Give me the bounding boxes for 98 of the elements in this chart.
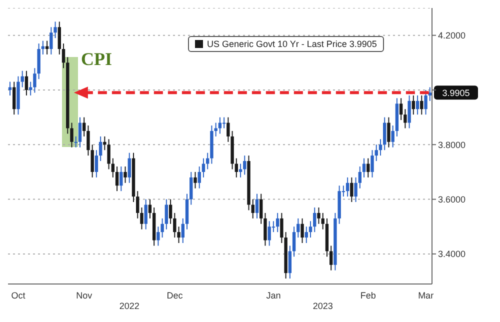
candlestick: [177, 226, 180, 244]
candlestick: [202, 158, 206, 178]
ref-line-label: 3.9905: [442, 88, 470, 98]
candlestick: [374, 144, 378, 162]
candlestick: [280, 212, 284, 244]
candlestick: [90, 144, 94, 178]
candlestick: [136, 190, 140, 219]
candlestick: [354, 176, 358, 203]
candlestick: [194, 171, 197, 189]
candlestick: [288, 245, 292, 280]
candlestick: [251, 198, 254, 219]
candlestick: [24, 70, 28, 96]
candlestick: [358, 166, 362, 189]
candlestick: [264, 212, 267, 246]
candlestick: [168, 198, 172, 224]
candlestick: [107, 138, 110, 170]
candlestick: [308, 220, 312, 238]
x-tick-label: Mar: [418, 290, 434, 300]
x-tick-label: Dec: [166, 290, 184, 300]
candlestick: [62, 43, 66, 69]
candlestick: [276, 212, 280, 233]
candlestick: [366, 158, 370, 178]
candlestick: [255, 193, 259, 219]
x-tick-label: Feb: [360, 290, 376, 300]
candlestick: [164, 198, 168, 230]
x-tick-label: Jan: [266, 290, 281, 300]
candlestick: [181, 218, 184, 244]
candlestick: [243, 155, 246, 176]
candlestick: [128, 152, 131, 184]
candlestick: [292, 226, 296, 258]
candlestick: [140, 206, 144, 230]
candlestick: [362, 158, 366, 178]
candlestick: [346, 176, 350, 198]
candlestick: [8, 81, 12, 96]
candlestick: [383, 116, 386, 151]
candlestick: [416, 94, 420, 116]
candlestick: [20, 70, 24, 88]
candlestick: [94, 150, 98, 178]
candlestick: [399, 98, 403, 121]
candlestick: [424, 89, 428, 116]
x-tick-label: Oct: [11, 290, 26, 300]
candlestick: [412, 94, 416, 116]
candlestick: [321, 212, 324, 230]
candlestick: [54, 21, 57, 39]
candlestick: [190, 171, 193, 206]
candlestick: [404, 108, 407, 129]
candlestick: [82, 116, 86, 137]
annotation: CPI: [80, 49, 112, 70]
candlestick: [350, 176, 354, 203]
candlestick: [78, 116, 82, 148]
candlestick: [98, 136, 102, 162]
text: 2022: [118, 301, 140, 311]
candlestick: [120, 166, 123, 192]
candlestick: [144, 198, 148, 230]
y-tick-label: 3.8000: [438, 140, 466, 150]
candlestick: [234, 158, 238, 178]
candlestick: [103, 136, 106, 151]
candlestick: [50, 26, 53, 55]
candlestick: [160, 218, 164, 238]
candlestick: [313, 206, 316, 233]
candlestick: [391, 125, 394, 148]
candlestick: [222, 116, 226, 129]
candlestick: [156, 226, 160, 246]
x-tick-label: Nov: [76, 290, 93, 300]
candlestick: [111, 158, 115, 178]
candlestick: [74, 136, 78, 148]
candlestick: [300, 218, 304, 244]
candlestick: [28, 81, 32, 96]
candlestick: [268, 220, 271, 246]
candlestick: [304, 226, 308, 244]
candlestick: [148, 198, 152, 219]
y-tick-label: 3.6000: [438, 194, 466, 204]
candlestick: [58, 21, 61, 55]
candlestick: [70, 122, 74, 148]
y-tick-label: 4.2000: [438, 30, 466, 41]
candlestick: [370, 150, 374, 178]
candlestick: [260, 193, 263, 224]
text: 2023: [312, 301, 334, 311]
candlestick: [33, 68, 36, 94]
candlestick: [173, 212, 176, 238]
candlestick: [198, 166, 201, 189]
candlestick: [296, 218, 300, 238]
candlestick: [206, 152, 210, 170]
candlestick: [214, 122, 218, 137]
y-tick-label: 3.4000: [438, 249, 466, 260]
candlestick: [12, 81, 16, 116]
candlestick: [226, 116, 230, 142]
candlestick: [387, 116, 390, 148]
candlestick: [420, 94, 424, 116]
candlestick: [238, 163, 242, 178]
candlestick: [329, 245, 333, 271]
candlestick: [86, 125, 90, 156]
candlestick: [378, 138, 382, 156]
legend-label: US Generic Govt 10 Yr - Last Price 3.9905: [207, 39, 377, 49]
candlestick: [408, 94, 411, 129]
candlestick: [124, 166, 127, 184]
candlestick: [115, 166, 119, 192]
candlestick: [317, 206, 320, 224]
